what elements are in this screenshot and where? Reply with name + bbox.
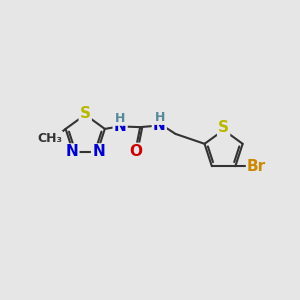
- Text: CH₃: CH₃: [37, 132, 62, 145]
- Text: S: S: [80, 106, 91, 121]
- Text: N: N: [114, 119, 127, 134]
- Text: N: N: [66, 145, 78, 160]
- Text: H: H: [115, 112, 126, 125]
- Text: O: O: [130, 144, 142, 159]
- Text: N: N: [92, 145, 105, 160]
- Text: Br: Br: [247, 159, 266, 174]
- Text: N: N: [153, 118, 166, 133]
- Text: H: H: [155, 111, 165, 124]
- Text: S: S: [218, 120, 229, 135]
